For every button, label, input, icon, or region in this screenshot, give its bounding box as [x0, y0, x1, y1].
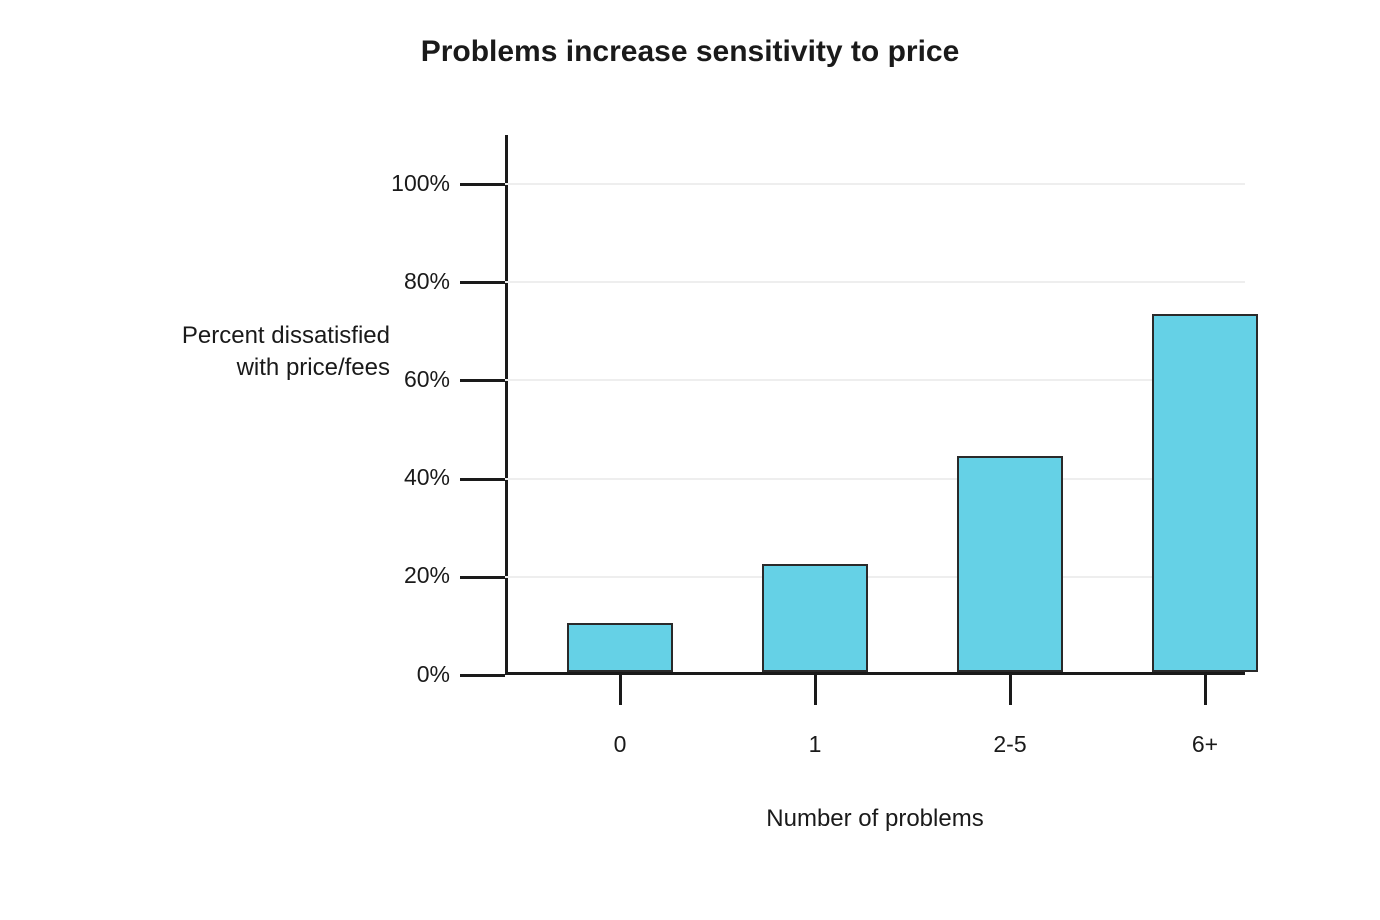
gridline [505, 576, 1245, 578]
x-tick [1204, 675, 1207, 705]
gridline [505, 183, 1245, 185]
y-axis-label-line2: with price/fees [80, 352, 390, 384]
y-tick [460, 576, 505, 579]
y-tick-label: 0% [360, 661, 450, 688]
y-tick [460, 478, 505, 481]
x-axis-label: Number of problems [505, 805, 1245, 833]
x-tick [619, 675, 622, 705]
y-axis-label-line1: Percent dissatisfied [80, 320, 390, 352]
x-tick-label: 1 [755, 731, 875, 758]
gridline [505, 478, 1245, 480]
x-axis-line [505, 672, 1245, 675]
bar [957, 456, 1063, 672]
y-tick [460, 674, 505, 677]
x-tick [1009, 675, 1012, 705]
y-axis-label: Percent dissatisfied with price/fees [80, 320, 390, 385]
y-tick-label: 40% [360, 464, 450, 491]
x-tick-label: 6+ [1145, 731, 1265, 758]
gridline [505, 379, 1245, 381]
y-axis-line [505, 135, 508, 675]
y-tick-label: 100% [360, 170, 450, 197]
bar [567, 623, 673, 672]
y-tick-label: 20% [360, 562, 450, 589]
y-tick-label: 60% [360, 366, 450, 393]
x-tick-label: 2-5 [950, 731, 1070, 758]
x-tick [814, 675, 817, 705]
y-tick [460, 281, 505, 284]
chart-title: Problems increase sensitivity to price [0, 35, 1380, 69]
plot-area: 0%20%40%60%80%100%012-56+ [505, 135, 1245, 675]
y-tick [460, 183, 505, 186]
y-tick [460, 379, 505, 382]
bar [762, 564, 868, 672]
y-tick-label: 80% [360, 268, 450, 295]
bar [1152, 314, 1258, 672]
gridline [505, 281, 1245, 283]
x-tick-label: 0 [560, 731, 680, 758]
